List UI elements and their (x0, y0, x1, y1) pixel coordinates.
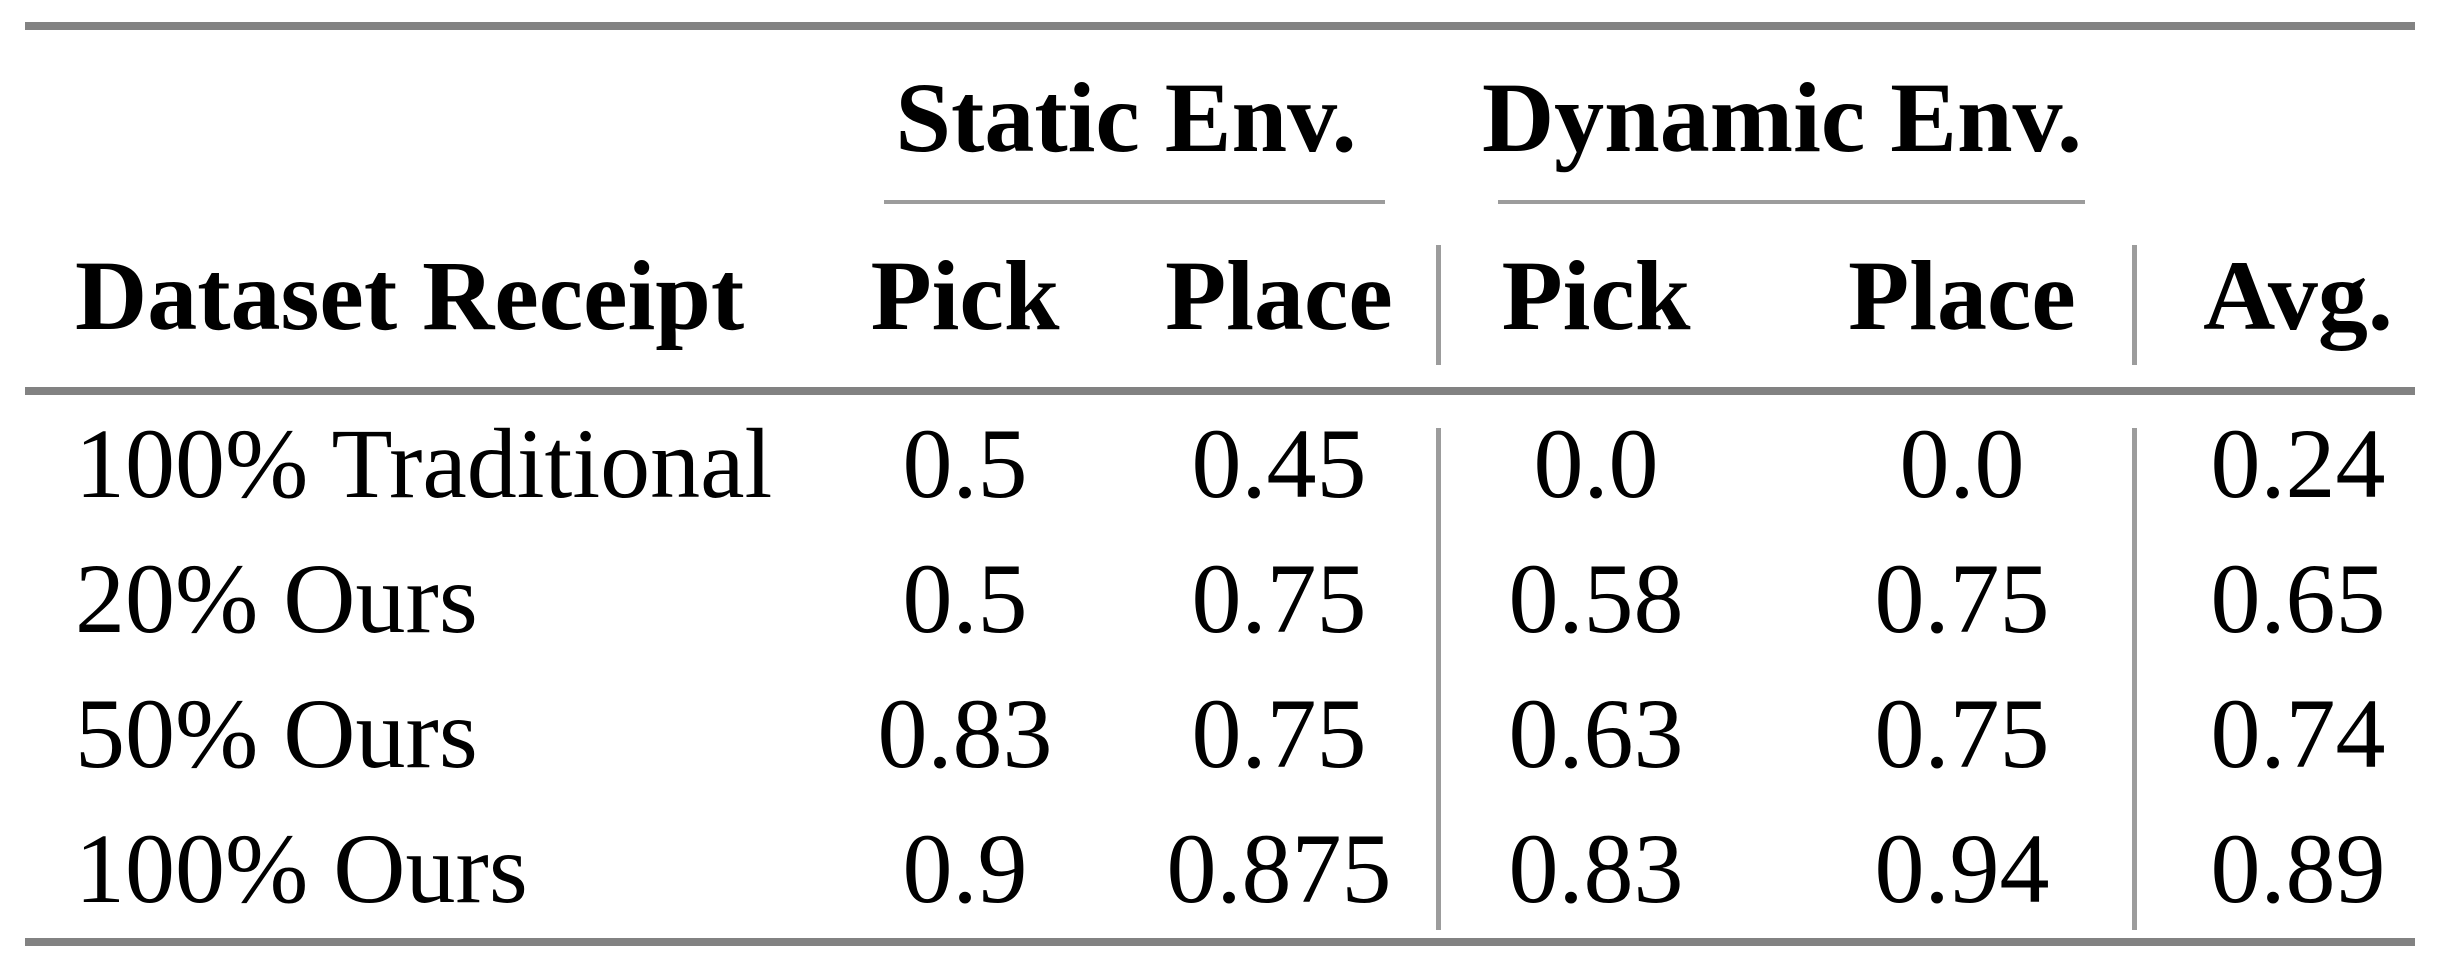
column-group-dynamic-env: Dynamic Env. (1481, 62, 2083, 173)
cell-static-place: 0.875 (1166, 812, 1392, 924)
cell-dynamic-place: 0.75 (1874, 677, 2050, 789)
cell-static-pick: 0.9 (902, 812, 1028, 924)
header-dynamic-pick: Pick (1501, 240, 1691, 351)
cell-dynamic-place: 0.75 (1874, 542, 2050, 654)
cell-dynamic-pick: 0.83 (1508, 812, 1684, 924)
header-dynamic-place: Place (1848, 240, 2076, 351)
header-static-pick: Pick (870, 240, 1060, 351)
cell-static-pick: 0.5 (902, 407, 1028, 519)
table-mid-rule (25, 387, 2415, 395)
divider-dynamic-avg-header (2132, 245, 2137, 365)
cell-static-place: 0.75 (1191, 542, 1367, 654)
cell-dynamic-place: 0.94 (1874, 812, 2050, 924)
cell-static-pick: 0.5 (902, 542, 1028, 654)
cell-avg: 0.24 (2210, 407, 2386, 519)
divider-dynamic-avg-body (2132, 428, 2137, 930)
divider-static-dynamic-header (1436, 245, 1441, 365)
cell-dynamic-pick: 0.63 (1508, 677, 1684, 789)
table-bottom-rule (25, 938, 2415, 946)
divider-static-dynamic-body (1436, 428, 1441, 930)
column-group-static-env: Static Env. (895, 62, 1357, 173)
row-label: 100% Ours (75, 812, 528, 924)
cell-dynamic-place: 0.0 (1899, 407, 2025, 519)
cell-avg: 0.74 (2210, 677, 2386, 789)
dynamic-env-underline (1498, 200, 2085, 204)
table-top-rule (25, 22, 2415, 30)
row-label: 100% Traditional (75, 407, 773, 519)
cell-static-place: 0.45 (1191, 407, 1367, 519)
static-env-underline (884, 200, 1385, 204)
row-label: 20% Ours (75, 542, 478, 654)
cell-static-place: 0.75 (1191, 677, 1367, 789)
row-label: 50% Ours (75, 677, 478, 789)
cell-dynamic-pick: 0.0 (1533, 407, 1659, 519)
header-avg: Avg. (2203, 240, 2393, 351)
header-dataset-receipt: Dataset Receipt (75, 240, 745, 351)
header-static-place: Place (1165, 240, 1393, 351)
cell-avg: 0.89 (2210, 812, 2386, 924)
cell-static-pick: 0.83 (877, 677, 1053, 789)
cell-avg: 0.65 (2210, 542, 2386, 654)
cell-dynamic-pick: 0.58 (1508, 542, 1684, 654)
